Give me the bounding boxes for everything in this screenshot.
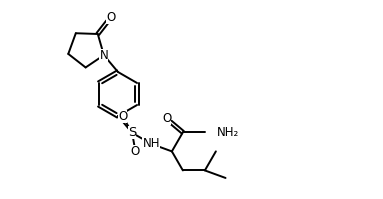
Text: S: S — [128, 126, 136, 139]
Text: O: O — [162, 112, 172, 125]
Text: O: O — [131, 145, 140, 158]
Text: O: O — [106, 11, 115, 24]
Text: O: O — [118, 110, 127, 123]
Text: NH₂: NH₂ — [217, 126, 239, 139]
Text: N: N — [100, 49, 108, 62]
Text: NH: NH — [142, 137, 160, 150]
